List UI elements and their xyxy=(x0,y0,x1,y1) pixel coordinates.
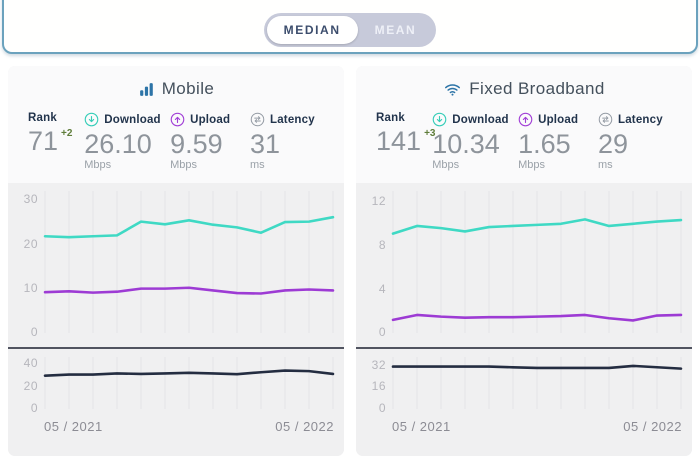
mobile-rank-stat: Rank 71 +2 xyxy=(28,112,84,171)
card-title-text: Mobile xyxy=(161,79,215,98)
chart-divider xyxy=(8,347,344,350)
fixed-x-axis-labels: 05 / 2021 05 / 2022 xyxy=(392,419,682,434)
y-axis-tick: 8 xyxy=(378,237,386,252)
fixed-upload-stat: Upload 1.65 Mbps xyxy=(518,112,598,171)
view-toggle-panel: MEDIAN MEAN xyxy=(2,0,698,54)
fixed-download-stat: Download 10.34 Mbps xyxy=(432,112,518,171)
latency-label: Latency xyxy=(269,113,315,126)
fixed-rank-stat: Rank 141 +3 xyxy=(376,112,436,171)
latency-value: 31 xyxy=(249,129,281,159)
y-axis-tick: 40 xyxy=(23,356,38,371)
upload-value: 1.65 xyxy=(518,129,571,159)
mobile-x-axis-labels: 05 / 2021 05 / 2022 xyxy=(44,419,334,434)
download-label: Download xyxy=(104,113,161,126)
y-axis-tick: 0 xyxy=(30,401,38,416)
mobile-card-title: Mobile xyxy=(22,79,330,99)
fixed-card-title: Fixed Broadband xyxy=(370,79,678,99)
stat-cards: Mobile Rank 71 +2 Download 26.10 Mbps xyxy=(8,66,692,456)
y-axis-tick: 10 xyxy=(23,280,38,295)
latency-value: 29 xyxy=(597,129,629,159)
mobile-download-stat: Download 26.10 Mbps xyxy=(84,112,170,171)
mobile-upload-stat: Upload 9.59 Mbps xyxy=(170,112,250,171)
y-axis-tick: 20 xyxy=(23,378,38,393)
fixed-latency-chart: 05 / 2021 05 / 2022 0 16 32 xyxy=(356,349,692,437)
download-label: Download xyxy=(452,113,509,126)
mobile-latency-plot xyxy=(43,357,335,410)
mobile-stats-row: Rank 71 +2 Download 26.10 Mbps xyxy=(22,112,330,171)
download-arrow-icon xyxy=(84,112,99,127)
x-axis-label: 05 / 2021 xyxy=(392,419,451,435)
fixed-chart-section: 0 4 8 12 05 / 2021 05 / 2022 0 16 32 xyxy=(356,183,692,456)
latency-ping-icon xyxy=(250,112,265,127)
y-axis-tick: 4 xyxy=(378,281,386,296)
y-axis-tick: 0 xyxy=(378,325,386,340)
fixed-latency-stat: Latency 29 ms xyxy=(598,112,672,171)
x-axis-label: 05 / 2022 xyxy=(623,419,682,435)
download-unit: Mbps xyxy=(432,159,460,172)
rank-change-badge: +3 xyxy=(424,128,436,139)
upload-unit: Mbps xyxy=(518,159,545,172)
y-axis-tick: 0 xyxy=(378,401,386,416)
fixed-broadband-card: Fixed Broadband Rank 141 +3 Download 10.3… xyxy=(356,66,692,456)
upload-value: 9.59 xyxy=(170,129,223,159)
x-axis-label: 05 / 2021 xyxy=(44,419,103,435)
download-value: 10.34 xyxy=(432,129,500,159)
toggle-option-mean[interactable]: MEAN xyxy=(358,16,434,44)
mobile-signal-bars-icon xyxy=(138,81,155,98)
mobile-card: Mobile Rank 71 +2 Download 26.10 Mbps xyxy=(8,66,344,456)
upload-arrow-icon xyxy=(518,112,533,127)
fixed-speed-plot xyxy=(391,191,683,334)
mobile-chart-section: 0 10 20 30 05 / 2021 05 / 2022 0 20 40 xyxy=(8,183,344,456)
download-arrow-icon xyxy=(432,112,447,127)
y-axis-tick: 0 xyxy=(30,325,38,340)
rank-value: 71 +2 xyxy=(28,126,73,156)
chart-divider xyxy=(356,347,692,350)
y-axis-tick: 30 xyxy=(23,192,38,207)
rank-label: Rank xyxy=(28,112,57,124)
wifi-icon xyxy=(443,81,462,98)
latency-ping-icon xyxy=(598,112,613,127)
upload-arrow-icon xyxy=(170,112,185,127)
rank-label: Rank xyxy=(376,112,405,124)
download-value: 26.10 xyxy=(84,129,152,159)
x-axis-label: 05 / 2022 xyxy=(275,419,334,435)
fixed-speed-chart: 0 4 8 12 xyxy=(356,183,692,347)
rank-change-badge: +2 xyxy=(61,128,73,139)
card-title-text: Fixed Broadband xyxy=(469,79,605,98)
fixed-stats-row: Rank 141 +3 Download 10.34 Mbps xyxy=(370,112,678,171)
upload-unit: Mbps xyxy=(170,159,197,172)
mobile-card-header: Mobile Rank 71 +2 Download 26.10 Mbps xyxy=(8,66,344,184)
rank-value: 141 +3 xyxy=(376,126,436,156)
y-axis-tick: 12 xyxy=(371,194,386,209)
latency-label: Latency xyxy=(617,113,663,126)
upload-label: Upload xyxy=(538,113,579,126)
latency-unit: ms xyxy=(597,159,613,172)
mobile-speed-chart: 0 10 20 30 xyxy=(8,183,344,347)
y-axis-tick: 32 xyxy=(371,357,386,372)
download-unit: Mbps xyxy=(84,159,112,172)
toggle-option-median[interactable]: MEDIAN xyxy=(266,16,358,44)
fixed-card-header: Fixed Broadband Rank 141 +3 Download 10.3… xyxy=(356,66,692,184)
mobile-latency-chart: 05 / 2021 05 / 2022 0 20 40 xyxy=(8,349,344,437)
median-mean-toggle: MEDIAN MEAN xyxy=(263,13,437,47)
y-axis-tick: 16 xyxy=(371,379,386,394)
fixed-latency-plot xyxy=(391,357,683,410)
mobile-latency-stat: Latency 31 ms xyxy=(250,112,324,171)
upload-label: Upload xyxy=(190,113,231,126)
y-axis-tick: 20 xyxy=(23,236,38,251)
mobile-speed-plot xyxy=(43,191,335,334)
latency-unit: ms xyxy=(249,159,265,172)
